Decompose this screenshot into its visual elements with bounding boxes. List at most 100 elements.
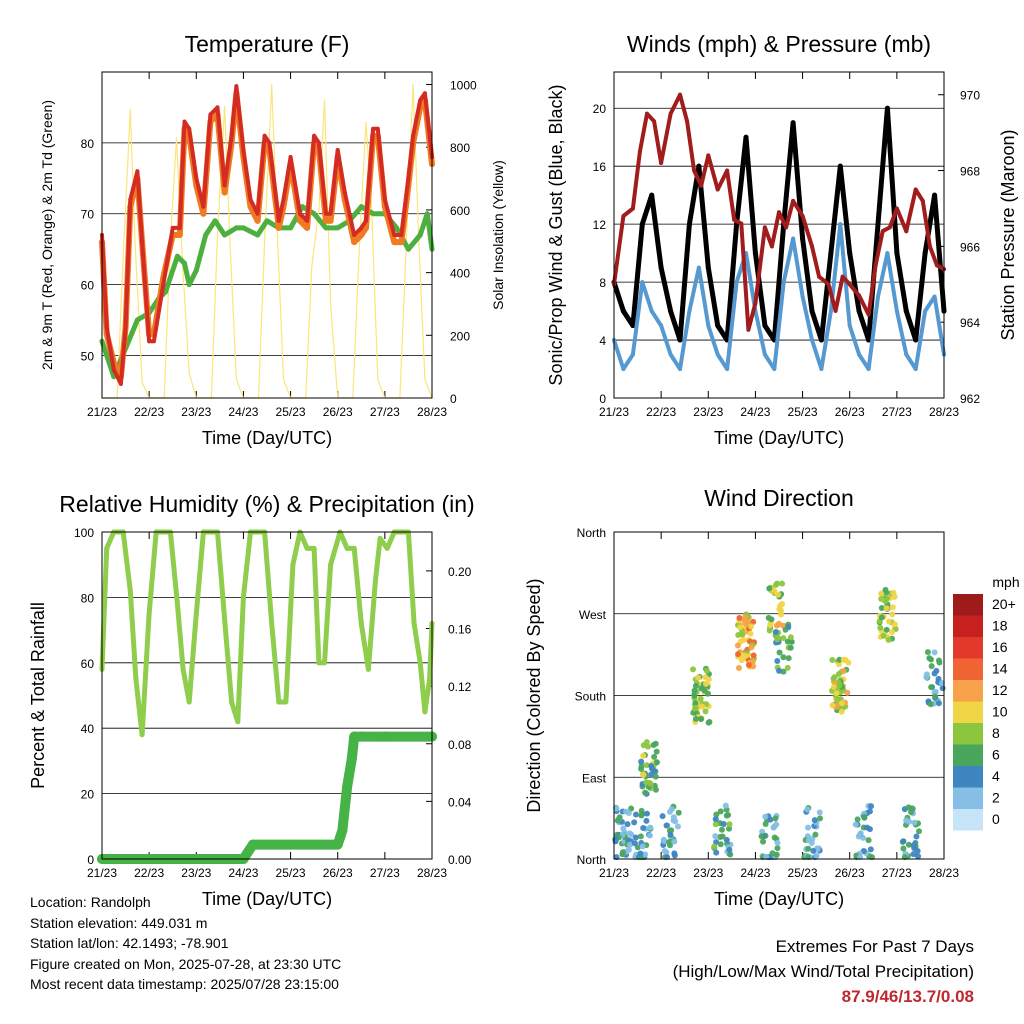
wind_sonic-point — [649, 309, 654, 314]
direction-point — [889, 604, 896, 611]
speed-colorbar: mph 20+ 18 16 14 12 10 8 6 4 2 0 — [953, 574, 1020, 831]
wind_sonic-point — [810, 338, 814, 343]
direction-point — [640, 752, 647, 759]
rh-point — [372, 578, 378, 584]
dewpoint-point — [182, 260, 187, 266]
solar-point — [235, 378, 237, 380]
y2-tick-label: 0.20 — [448, 565, 472, 579]
y2-tick-label: 200 — [450, 329, 470, 343]
direction-point — [838, 700, 845, 707]
solar-point — [311, 265, 313, 267]
x-tick-label: 28/23 — [417, 866, 447, 880]
y-tick-label: West — [579, 608, 607, 622]
direction-point — [640, 771, 647, 778]
direction-point — [804, 806, 811, 813]
pressure-point — [887, 225, 892, 230]
gust-point — [809, 308, 815, 314]
rh-point — [411, 621, 417, 627]
temp_2m-point — [111, 367, 116, 372]
dewpoint-point — [288, 225, 294, 231]
direction-point — [625, 846, 632, 853]
temp_2m-point — [328, 211, 333, 216]
wind_sonic-point — [668, 352, 673, 357]
wind_sonic-point — [659, 323, 664, 328]
y-axis-label: Sonic/Prop Wind & Gust (Blue, Black) — [546, 84, 566, 385]
direction-point — [885, 618, 892, 625]
pressure-point — [857, 293, 862, 298]
wind_sonic-point — [866, 367, 871, 372]
direction-point — [742, 620, 749, 627]
dewpoint-point — [264, 218, 270, 224]
direction-point — [883, 626, 890, 633]
wind_sonic-point — [885, 251, 890, 256]
direction-point — [829, 656, 836, 663]
gust-point — [696, 163, 702, 169]
y-tick-label: North — [577, 853, 606, 867]
pressure-point — [873, 263, 878, 268]
temp_2m-point — [234, 84, 239, 89]
temp_9m-point — [176, 232, 183, 238]
direction-point — [723, 836, 730, 843]
direction-point — [671, 852, 678, 859]
dewpoint-point — [186, 282, 192, 288]
direction-point — [836, 682, 843, 689]
direction-point — [900, 845, 907, 852]
latlon-text: Station lat/lon: 42.1493; -78.901 — [30, 935, 229, 951]
rh-point — [180, 666, 186, 672]
wind_sonic-point — [725, 367, 730, 372]
colorbar-swatch — [953, 766, 983, 788]
x-tick-label: 25/23 — [276, 405, 306, 419]
rh-point — [358, 621, 364, 627]
gust-point — [800, 236, 806, 242]
direction-point — [810, 847, 817, 854]
temp_9m-point — [221, 189, 228, 196]
y2-tick-label: 0.12 — [448, 680, 472, 694]
direction-point — [747, 630, 754, 637]
y-axis-label: Percent & Total Rainfall — [28, 602, 48, 789]
y-tick-label: 50 — [81, 349, 95, 363]
direction-point — [691, 692, 698, 699]
wind_sonic-point — [772, 367, 777, 372]
direction-point — [891, 621, 898, 628]
colorbar-label: 4 — [992, 768, 1000, 784]
y2-tick-label: 962 — [960, 392, 980, 406]
dewpoint-point — [203, 232, 209, 238]
temp_2m-point — [406, 176, 411, 181]
pressure-point — [699, 183, 704, 188]
direction-point — [639, 843, 646, 850]
direction-point — [726, 846, 733, 853]
direction-point — [811, 817, 818, 824]
pressure-point — [777, 210, 781, 215]
temp_2m-point — [418, 98, 423, 103]
gust-point — [790, 120, 796, 126]
temp_2m-line — [100, 84, 434, 386]
temp_2m-point — [208, 112, 213, 117]
direction-point — [742, 614, 749, 621]
direction-point — [692, 704, 699, 711]
direction-point — [745, 661, 752, 668]
colorbar-swatch — [953, 680, 983, 702]
solar-point — [271, 83, 273, 86]
rh-point — [276, 699, 282, 705]
x-tick-label: 23/23 — [181, 405, 211, 419]
x-tick-label: 23/23 — [693, 866, 723, 880]
wind_sonic-point — [734, 280, 739, 285]
temp_2m-point — [182, 119, 187, 124]
rh-point — [328, 562, 334, 568]
direction-point — [780, 635, 787, 642]
precip-point — [285, 839, 296, 850]
rh-point — [229, 699, 235, 705]
direction-point — [911, 819, 918, 826]
gust-point — [884, 105, 890, 111]
direction-point — [612, 836, 619, 843]
wind_sonic-point — [762, 352, 767, 357]
chart-title: Temperature (F) — [185, 31, 350, 57]
direction-point — [776, 667, 783, 674]
pressure-point — [706, 153, 711, 158]
direction-point — [939, 685, 946, 692]
precip-point — [342, 781, 353, 792]
direction-point — [735, 651, 742, 658]
direction-point — [924, 649, 931, 656]
recent-text: Most recent data timestamp: 2025/07/28 2… — [30, 976, 339, 992]
